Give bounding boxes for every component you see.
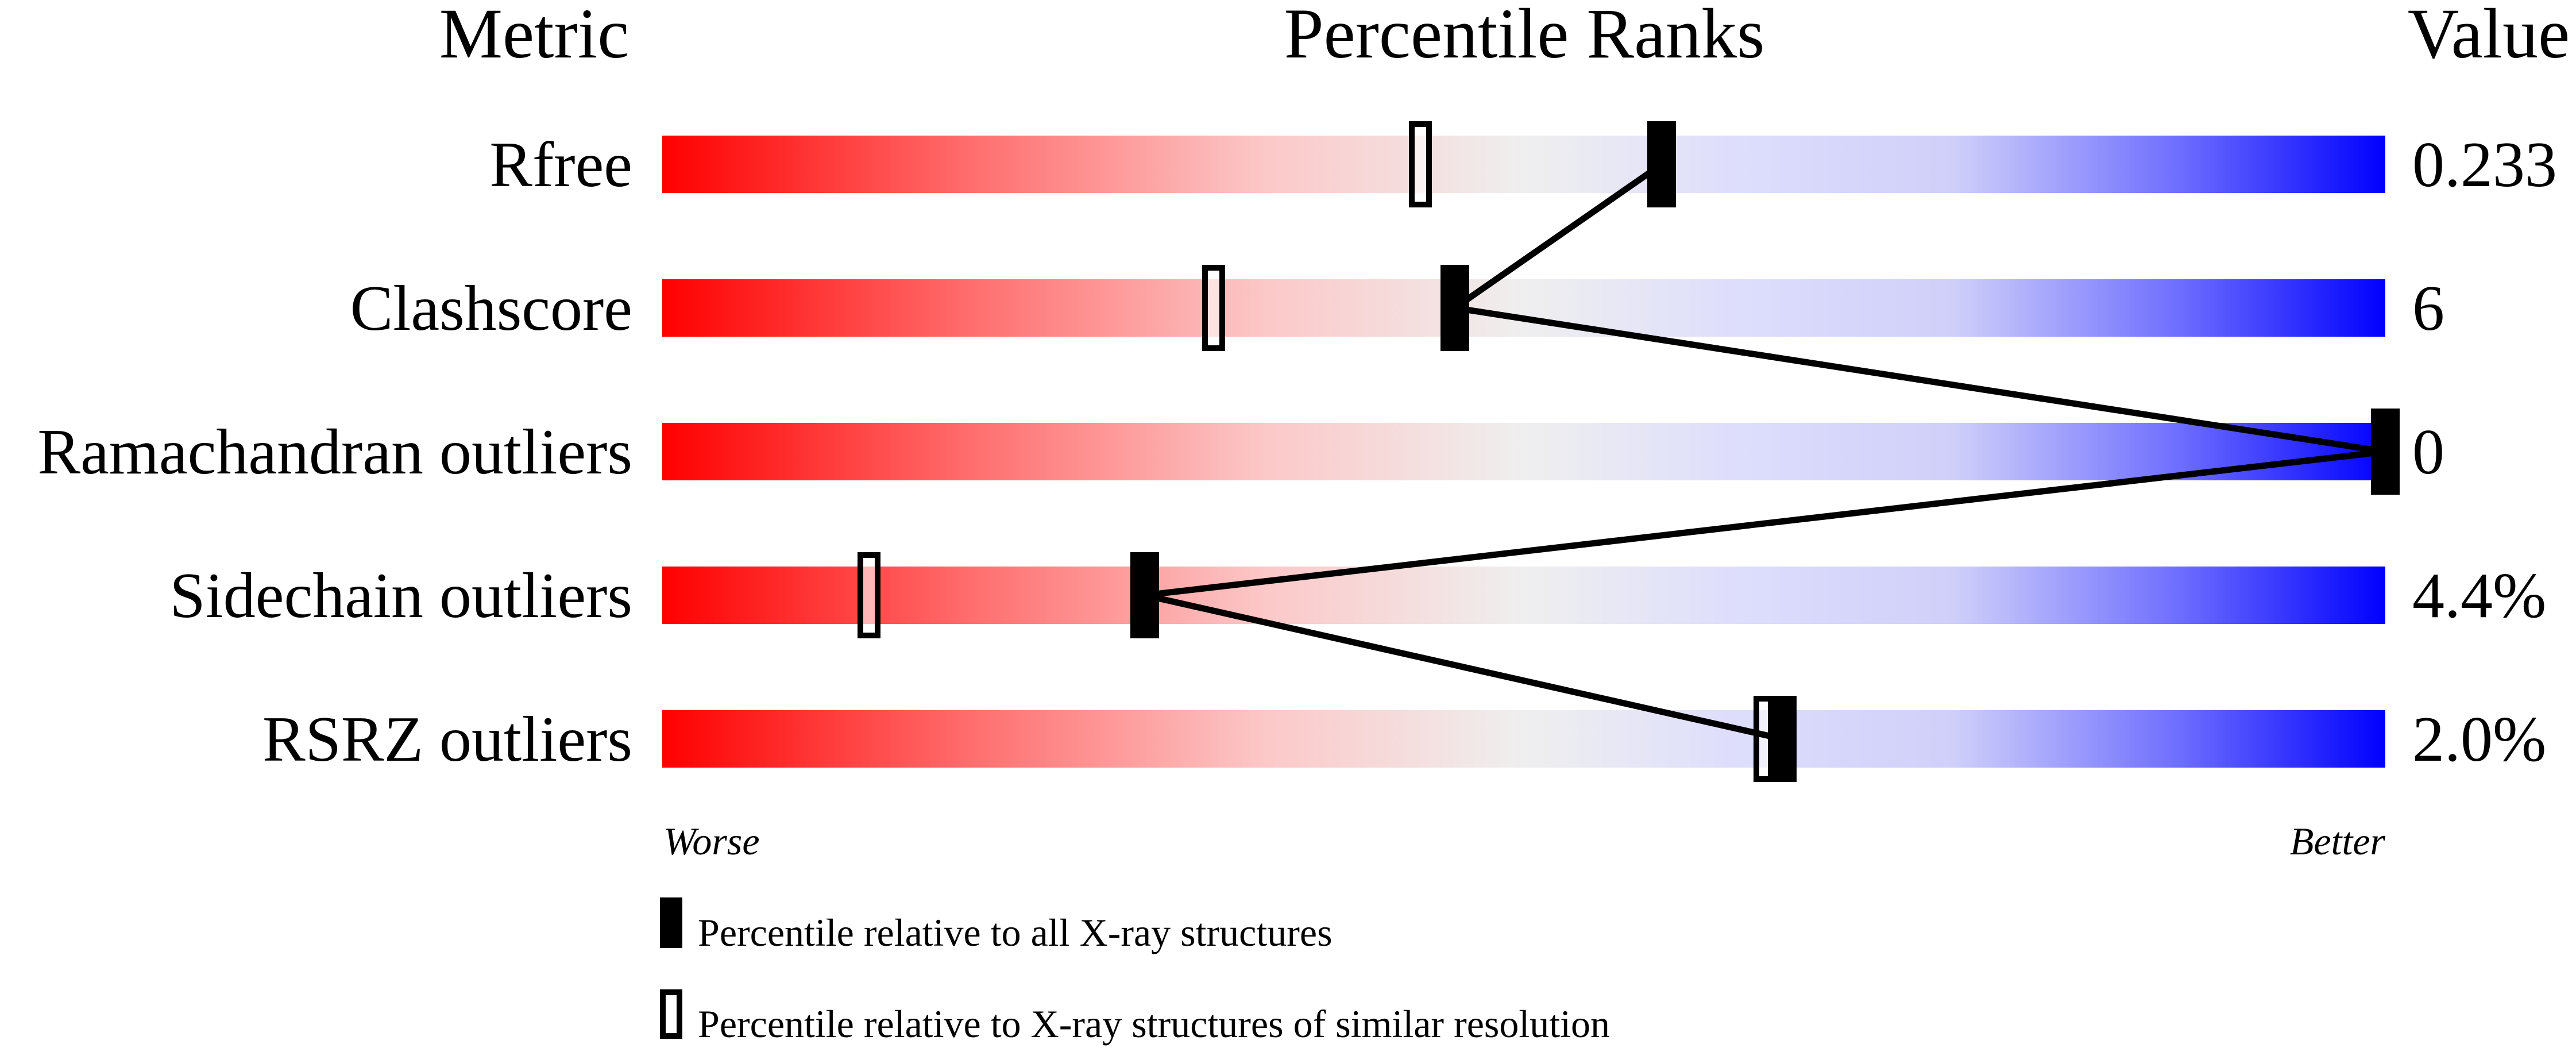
bars-layer: Rfree 0.233 Clashscore 6 Ramachandran outlie… <box>37 129 2557 775</box>
header-percentile-ranks: Percentile Ranks <box>1284 0 1765 73</box>
filled-percentile-marker <box>1768 696 1797 782</box>
metric-value: 2.0% <box>2412 704 2546 775</box>
axis-label-worse: Worse <box>663 819 760 863</box>
legend-open-marker-icon <box>660 989 682 1039</box>
percentile-bar <box>662 710 2385 768</box>
metric-value: 0 <box>2412 417 2444 488</box>
metric-value: 0.233 <box>2412 129 2557 201</box>
metric-value: 6 <box>2412 273 2444 344</box>
metric-label: RSRZ outliers <box>262 704 632 775</box>
filled-percentile-marker <box>1130 552 1159 638</box>
axis-label-better: Better <box>2290 819 2386 863</box>
connector-line <box>1144 448 2386 599</box>
percentile-bar <box>662 136 2385 193</box>
header-value: Value <box>2408 0 2570 73</box>
connector-line <box>1144 592 1783 742</box>
metric-label: Sidechain outliers <box>169 560 632 631</box>
open-percentile-marker <box>1202 265 1225 351</box>
connector-lines-layer <box>1144 161 2386 742</box>
metric-label: Ramachandran outliers <box>37 417 632 488</box>
legend-filled-marker-icon <box>660 897 682 948</box>
percentile-bar <box>662 423 2385 480</box>
open-percentile-marker <box>858 552 880 638</box>
filled-markers-layer <box>1130 121 2400 782</box>
filled-percentile-marker <box>1647 121 1676 207</box>
percentile-bar <box>662 279 2385 337</box>
legend-filled-label: Percentile relative to all X-ray structu… <box>698 911 1333 954</box>
connector-line <box>1454 305 2386 455</box>
open-percentile-marker <box>1409 121 1432 207</box>
metric-label: Clashscore <box>350 273 632 344</box>
filled-percentile-marker <box>2371 409 2400 495</box>
header-metric: Metric <box>439 0 629 73</box>
metric-value: 4.4% <box>2412 560 2546 631</box>
connector-line <box>1453 161 1664 311</box>
legend-open-label: Percentile relative to X-ray structures … <box>698 1002 1610 1046</box>
percentile-bar <box>662 567 2385 624</box>
metric-label: Rfree <box>489 129 632 201</box>
filled-percentile-marker <box>1440 265 1469 351</box>
